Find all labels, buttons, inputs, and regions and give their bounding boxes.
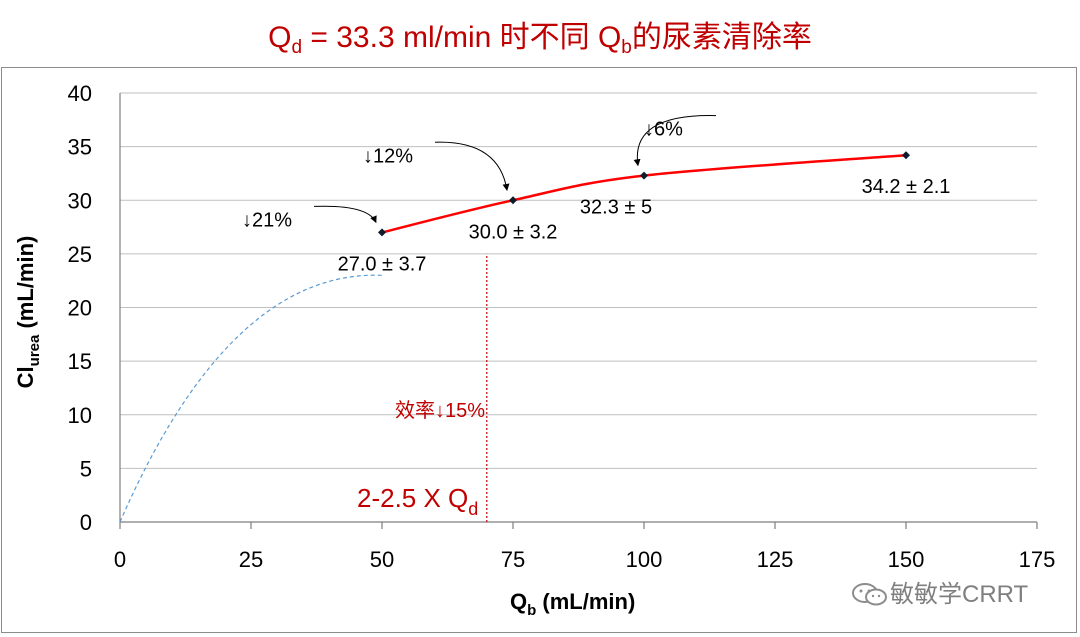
wechat-icon [852, 583, 887, 606]
series-line [381, 153, 907, 234]
x-tick-100: 100 [626, 547, 663, 572]
x-tick-0: 0 [114, 547, 126, 572]
extrapolation-path [119, 274, 383, 523]
y-tick-labels: 0 5 10 15 20 25 30 35 40 [68, 81, 92, 535]
decrease-arrow-2 [633, 115, 717, 167]
x-tick-150: 150 [888, 547, 925, 572]
x-tick-75: 75 [501, 547, 525, 572]
y-tick-20: 20 [68, 296, 92, 321]
x-tick-25: 25 [239, 547, 263, 572]
data-point-150 [902, 151, 910, 160]
decrease-arrows [313, 115, 717, 224]
x-tick-labels: 0 25 50 75 100 125 150 175 [114, 547, 1055, 572]
data-label-50: 27.0 ± 3.7 [338, 253, 427, 275]
data-point-50 [378, 228, 386, 237]
x-tick-125: 125 [757, 547, 794, 572]
y-tick-10: 10 [68, 403, 92, 428]
decrease-arrow-1 [434, 141, 510, 191]
data-point-75 [509, 196, 517, 205]
x-tick-175: 175 [1019, 547, 1056, 572]
y-tick-5: 5 [80, 456, 92, 481]
y-axis-label: Clurea (mL/min) [13, 236, 43, 389]
gridlines [120, 92, 1037, 469]
y-tick-15: 15 [68, 349, 92, 374]
data-label-150: 34.2 ± 2.1 [862, 176, 951, 198]
decrease-label-0: ↓21% [242, 209, 292, 231]
data-point-100 [640, 171, 648, 180]
decrease-arrow-0 [313, 205, 377, 224]
y-tick-30: 30 [68, 188, 92, 213]
qd-multiple-label: 2-2.5 X Qd [357, 483, 478, 519]
y-tick-0: 0 [80, 510, 92, 535]
data-labels: 27.0 ± 3.7 30.0 ± 3.2 32.3 ± 5 34.2 ± 2.1 [338, 176, 951, 275]
y-tick-35: 35 [68, 135, 92, 160]
decrease-label-2: ↓6% [644, 119, 683, 141]
x-axis-label: Qb (mL/min) [510, 589, 635, 619]
data-label-100: 32.3 ± 5 [580, 197, 652, 219]
chart-frame [1, 67, 1077, 633]
data-label-75: 30.0 ± 3.2 [469, 221, 558, 243]
chart-title: Qd = 33.3 ml/min 时不同 Qb的尿素清除率 [268, 21, 812, 58]
decrease-label-1: ↓12% [363, 145, 413, 167]
y-tick-25: 25 [68, 242, 92, 267]
y-tick-40: 40 [68, 81, 92, 106]
watermark: 敏敏学CRRT [850, 574, 1028, 609]
x-tick-50: 50 [370, 547, 394, 572]
data-points [378, 151, 910, 237]
decrease-labels: ↓21% ↓12% ↓6% [242, 119, 683, 232]
extrapolation-curve [119, 274, 383, 523]
efficiency-label: 效率↓15% [395, 399, 485, 422]
axes [119, 93, 1038, 529]
series-path [381, 153, 907, 234]
